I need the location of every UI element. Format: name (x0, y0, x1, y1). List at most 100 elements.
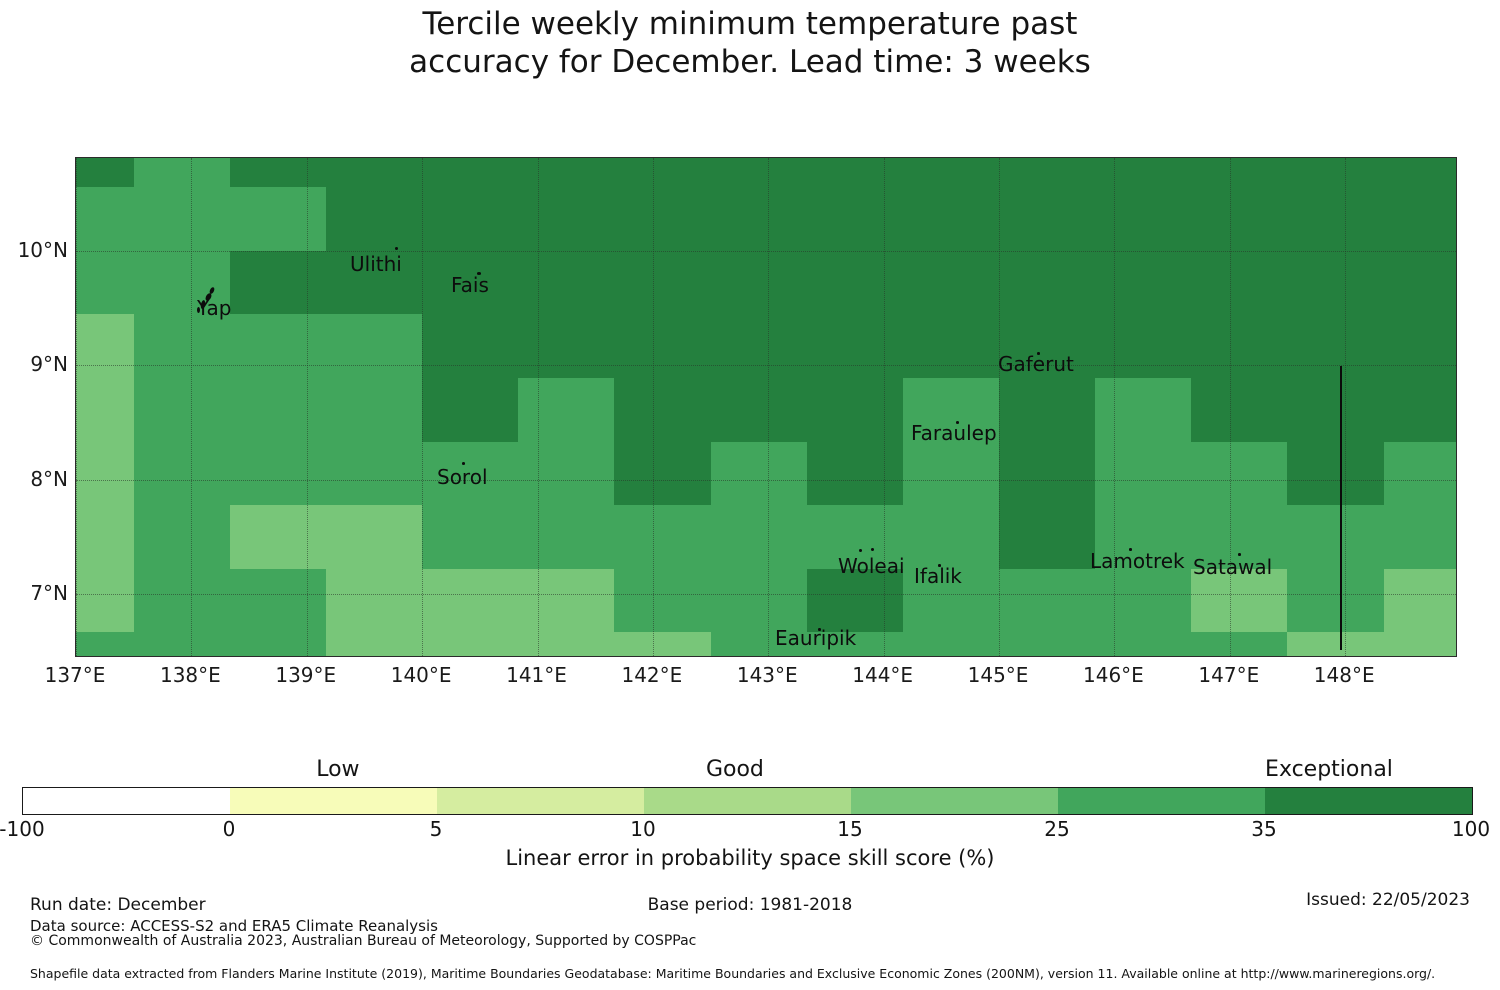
grid-cell (710, 505, 808, 570)
grid-cell (133, 505, 231, 570)
x-tick-label: 141°E (506, 663, 567, 687)
grid-cell (1383, 632, 1456, 656)
grid-cell (902, 441, 1000, 506)
grid-cell (76, 158, 135, 188)
grid-cell (229, 505, 327, 570)
grid-cell (1095, 568, 1193, 634)
grid-cell (229, 250, 327, 316)
grid-cell (422, 441, 519, 506)
grid-cell (1095, 441, 1193, 506)
grid-cell (902, 187, 1000, 252)
grid-cell (1287, 568, 1385, 634)
island-mark-ifalik (938, 564, 941, 567)
grid-cell (325, 632, 423, 656)
graticule-meridian (768, 158, 770, 656)
grid-cell (902, 568, 1000, 634)
grid-cell (422, 158, 519, 188)
grid-cell (1383, 377, 1456, 443)
grid-cell (133, 314, 231, 379)
grid-cell (1191, 250, 1289, 316)
x-tick-label: 140°E (390, 663, 452, 687)
x-tick-label: 143°E (736, 663, 798, 687)
y-tick-label: 7°N (30, 581, 68, 606)
island-mark-yap (197, 307, 200, 313)
grid-cell (422, 568, 519, 634)
x-tick-label: 144°E (852, 663, 914, 687)
grid-cell (1287, 158, 1385, 188)
grid-cell (325, 441, 423, 506)
graticule-parallel (76, 594, 1456, 596)
grid-cell (902, 632, 1000, 656)
map-canvas: Yap Ulithi Fais Sorol Gaferut Faraulep Woleai I… (75, 157, 1457, 657)
grid-cell (422, 314, 519, 379)
island-label-faraulep: Faraulep (911, 421, 997, 445)
x-tick-label: 147°E (1198, 663, 1260, 687)
grid-cell (710, 187, 808, 252)
grid-cell (710, 632, 808, 656)
grid-cell (1095, 505, 1193, 570)
grid-cell (76, 441, 135, 506)
grid-cell (806, 441, 904, 506)
graticule-meridian (1345, 158, 1347, 656)
grid-cell (229, 187, 327, 252)
island-label-ulithi: Ulithi (350, 252, 402, 276)
grid-cell (229, 377, 327, 443)
colorbar-segment (230, 788, 437, 814)
grid-cell (902, 158, 1000, 188)
grid-cell (325, 158, 423, 188)
grid-cell (999, 632, 1096, 656)
grid-cell (614, 568, 712, 634)
grid-cell (133, 632, 231, 656)
grid-cell (325, 505, 423, 570)
grid-cell (902, 505, 1000, 570)
grid-cell (76, 632, 135, 656)
graticule-meridian (1114, 158, 1116, 656)
colorbar (22, 787, 1473, 815)
island-mark-lamotrek (1129, 548, 1132, 551)
grid-cell (1287, 441, 1385, 506)
grid-cell (1191, 187, 1289, 252)
grid-cell (1287, 187, 1385, 252)
grid-cell (999, 505, 1096, 570)
grid-cell (1191, 158, 1289, 188)
island-mark-woleai (859, 549, 862, 552)
grid-cell (614, 632, 712, 656)
grid-cell (1383, 505, 1456, 570)
graticule-meridian (883, 158, 885, 656)
grid-cell (229, 314, 327, 379)
colorbar-tick-label: 35 (1251, 817, 1277, 841)
grid-cell (999, 314, 1096, 379)
grid-cell (999, 441, 1096, 506)
grid-cell (806, 250, 904, 316)
island-label-satawal: Satawal (1193, 555, 1273, 579)
grid-cell (902, 314, 1000, 379)
grid-cell (1191, 568, 1289, 634)
colorbar-tick-label: -100 (0, 817, 45, 841)
grid-cell (76, 250, 135, 316)
x-tick-label: 146°E (1083, 663, 1144, 687)
island-label-lamotrek: Lamotrek (1090, 549, 1185, 573)
grid-cell (710, 158, 808, 188)
island-mark-sorol (462, 462, 465, 465)
grid-cell (806, 314, 904, 379)
grid-cell (422, 505, 519, 570)
grid-cell (229, 568, 327, 634)
x-tick-label: 148°E (1313, 663, 1375, 687)
island-mark-satawal (1238, 553, 1241, 556)
y-tick-label: 9°N (30, 352, 68, 377)
colorbar-category-good: Good (705, 757, 764, 782)
page-title-line-1: Tercile weekly minimum temperature past (422, 6, 1078, 42)
island-mark-woleai (871, 548, 874, 551)
graticule-meridian (306, 158, 308, 656)
colorbar-tick-label: 100 (1451, 817, 1491, 841)
grid-cell (902, 377, 1000, 443)
island-label-eauripik: Eauripik (775, 626, 857, 650)
graticule-parallel (76, 365, 1456, 367)
footer-issued-date: Issued: 22/05/2023 (1306, 890, 1470, 910)
grid-cell (1287, 632, 1385, 656)
grid-cell (999, 377, 1096, 443)
grid-cell (999, 158, 1096, 188)
island-label-ifalik: Ifalik (914, 564, 962, 588)
grid-cell (76, 377, 135, 443)
grid-cell (1095, 158, 1193, 188)
